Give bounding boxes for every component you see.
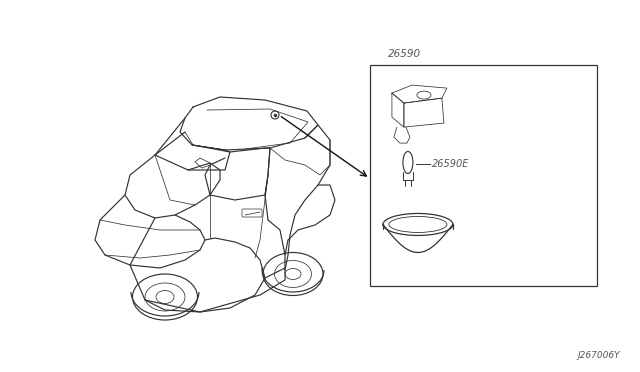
Bar [370, 65, 597, 286]
Text: 26590E: 26590E [432, 160, 469, 170]
Text: J267006Y: J267006Y [577, 351, 620, 360]
Text: 26590: 26590 [388, 49, 421, 59]
